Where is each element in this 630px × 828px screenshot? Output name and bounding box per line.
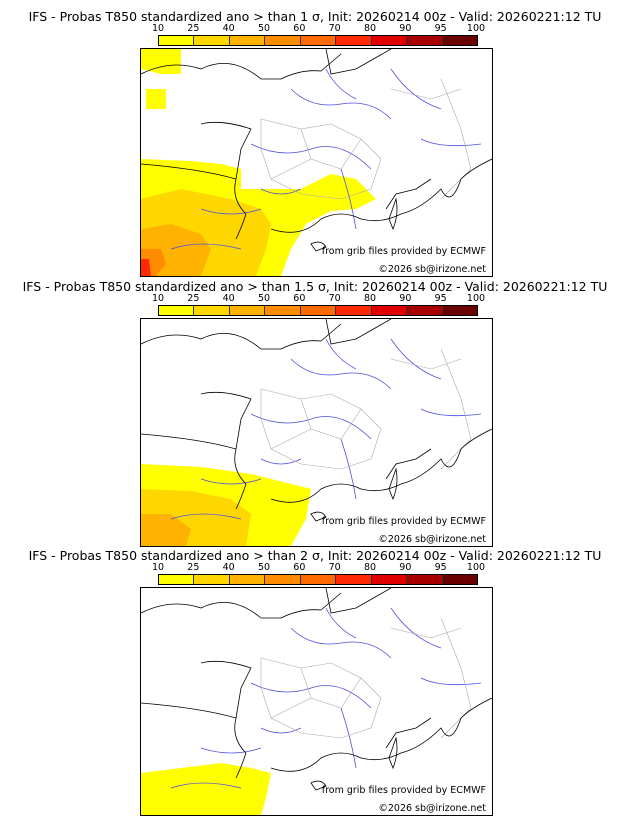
colorbar-tick-label: 60 xyxy=(293,562,306,573)
colorbar-segment xyxy=(371,306,408,315)
colorbar-segment xyxy=(265,36,301,45)
rivers xyxy=(170,68,482,250)
probability-area xyxy=(146,89,166,109)
colorbar xyxy=(158,35,478,46)
colorbar-segment xyxy=(194,306,230,315)
probability-area xyxy=(141,259,151,276)
copyright-credit: ©2026 sb@irizone.net xyxy=(378,803,486,814)
map-panel: IFS - Probas T850 standardized ano > tha… xyxy=(0,0,630,277)
colorbar-tick-label: 40 xyxy=(222,562,235,573)
panel-title: IFS - Probas T850 standardized ano > tha… xyxy=(22,279,608,294)
colorbar-tick-label: 95 xyxy=(434,562,447,573)
colorbar-tick-label: 25 xyxy=(187,293,200,304)
colorbar-tick-label: 95 xyxy=(434,23,447,34)
colorbar-tick-label: 60 xyxy=(293,293,306,304)
map-panel: IFS - Probas T850 standardized ano > tha… xyxy=(0,270,630,547)
colorbar-tick-label: 100 xyxy=(466,23,486,34)
colorbar-segment xyxy=(442,36,477,45)
colorbar-segment xyxy=(300,575,337,584)
colorbar-segment xyxy=(229,575,266,584)
colorbar-tick-label: 10 xyxy=(151,23,165,34)
colorbar-segment xyxy=(371,36,408,45)
colorbar xyxy=(158,305,478,316)
colorbar xyxy=(158,574,478,585)
colorbar-segment xyxy=(159,306,195,315)
coastlines xyxy=(141,49,492,252)
rivers xyxy=(170,607,482,789)
borders-regions xyxy=(260,78,472,200)
colorbar-segment xyxy=(336,306,372,315)
colorbar-segment xyxy=(300,36,337,45)
colorbar-tick-label: 10 xyxy=(151,562,165,573)
borders-regions xyxy=(260,617,472,739)
map-canvas: from grib files provided by ECMWF ©2026 … xyxy=(141,588,492,815)
colorbar-tick-label: 90 xyxy=(399,562,412,573)
borders-regions xyxy=(260,348,472,470)
probability-fill xyxy=(141,464,311,546)
colorbar-segment xyxy=(407,306,443,315)
colorbar-segment xyxy=(336,36,372,45)
colorbar-tick-label: 90 xyxy=(399,293,412,304)
map-panel: IFS - Probas T850 standardized ano > tha… xyxy=(0,539,630,816)
colorbar-segment xyxy=(194,575,230,584)
colorbar-segment xyxy=(336,575,372,584)
colorbar-tick-label: 100 xyxy=(466,562,486,573)
probability-map: from grib files provided by ECMWF ©2026 … xyxy=(140,587,493,816)
colorbar-tick-label: 70 xyxy=(328,23,341,34)
map-canvas: from grib files provided by ECMWF ©2026 … xyxy=(141,319,492,546)
probability-fill xyxy=(141,763,271,815)
source-credit: from grib files provided by ECMWF xyxy=(322,785,486,796)
colorbar-segment xyxy=(229,306,266,315)
colorbar-tick-label: 25 xyxy=(187,23,200,34)
map-canvas: from grib files provided by ECMWF ©2026 … xyxy=(141,49,492,276)
colorbar-tick-label: 60 xyxy=(293,23,306,34)
colorbar-tick-label: 80 xyxy=(363,562,377,573)
colorbar-segment xyxy=(229,36,266,45)
colorbar-tick-label: 80 xyxy=(363,23,377,34)
colorbar-segment xyxy=(265,306,301,315)
panel-title: IFS - Probas T850 standardized ano > tha… xyxy=(28,9,602,24)
colorbar-segment xyxy=(442,306,477,315)
colorbar-tick-label: 40 xyxy=(222,293,235,304)
colorbar-tick-label: 25 xyxy=(187,562,200,573)
colorbar-tick-label: 40 xyxy=(222,23,235,34)
panel-title: IFS - Probas T850 standardized ano > tha… xyxy=(28,548,602,563)
colorbar-ticks: 10 25 40 50 60 70 80 90 95 100 xyxy=(152,23,485,34)
colorbar-segment xyxy=(442,575,477,584)
colorbar-tick-label: 70 xyxy=(328,293,341,304)
rivers xyxy=(170,338,482,520)
colorbar-tick-label: 10 xyxy=(151,293,165,304)
colorbar-segment xyxy=(407,575,443,584)
probability-area xyxy=(141,49,181,74)
colorbar-tick-label: 100 xyxy=(466,293,486,304)
probability-area xyxy=(141,763,271,815)
colorbar-segment xyxy=(265,575,301,584)
copyright-credit: ©2026 sb@irizone.net xyxy=(378,264,486,275)
colorbar-segment xyxy=(194,36,230,45)
coastlines xyxy=(141,588,492,791)
colorbar-tick-label: 90 xyxy=(399,23,412,34)
colorbar-tick-label: 80 xyxy=(363,293,377,304)
colorbar-segment xyxy=(371,575,408,584)
coastlines xyxy=(141,319,492,522)
colorbar-segment xyxy=(159,36,195,45)
colorbar-ticks: 10 25 40 50 60 70 80 90 95 100 xyxy=(152,562,485,573)
colorbar-segment xyxy=(159,575,195,584)
probability-fill xyxy=(141,49,376,276)
colorbar-segment xyxy=(407,36,443,45)
colorbar-segment xyxy=(300,306,337,315)
source-credit: from grib files provided by ECMWF xyxy=(322,246,486,257)
probability-area xyxy=(141,514,191,546)
colorbar-ticks: 10 25 40 50 60 70 80 90 95 100 xyxy=(152,293,485,304)
probability-map: from grib files provided by ECMWF ©2026 … xyxy=(140,318,493,547)
colorbar-tick-label: 70 xyxy=(328,562,341,573)
copyright-credit: ©2026 sb@irizone.net xyxy=(378,534,486,545)
probability-map: from grib files provided by ECMWF ©2026 … xyxy=(140,48,493,277)
colorbar-tick-label: 50 xyxy=(257,293,271,304)
colorbar-tick-label: 50 xyxy=(257,562,271,573)
colorbar-tick-label: 50 xyxy=(257,23,271,34)
colorbar-tick-label: 95 xyxy=(434,293,447,304)
source-credit: from grib files provided by ECMWF xyxy=(322,516,486,527)
